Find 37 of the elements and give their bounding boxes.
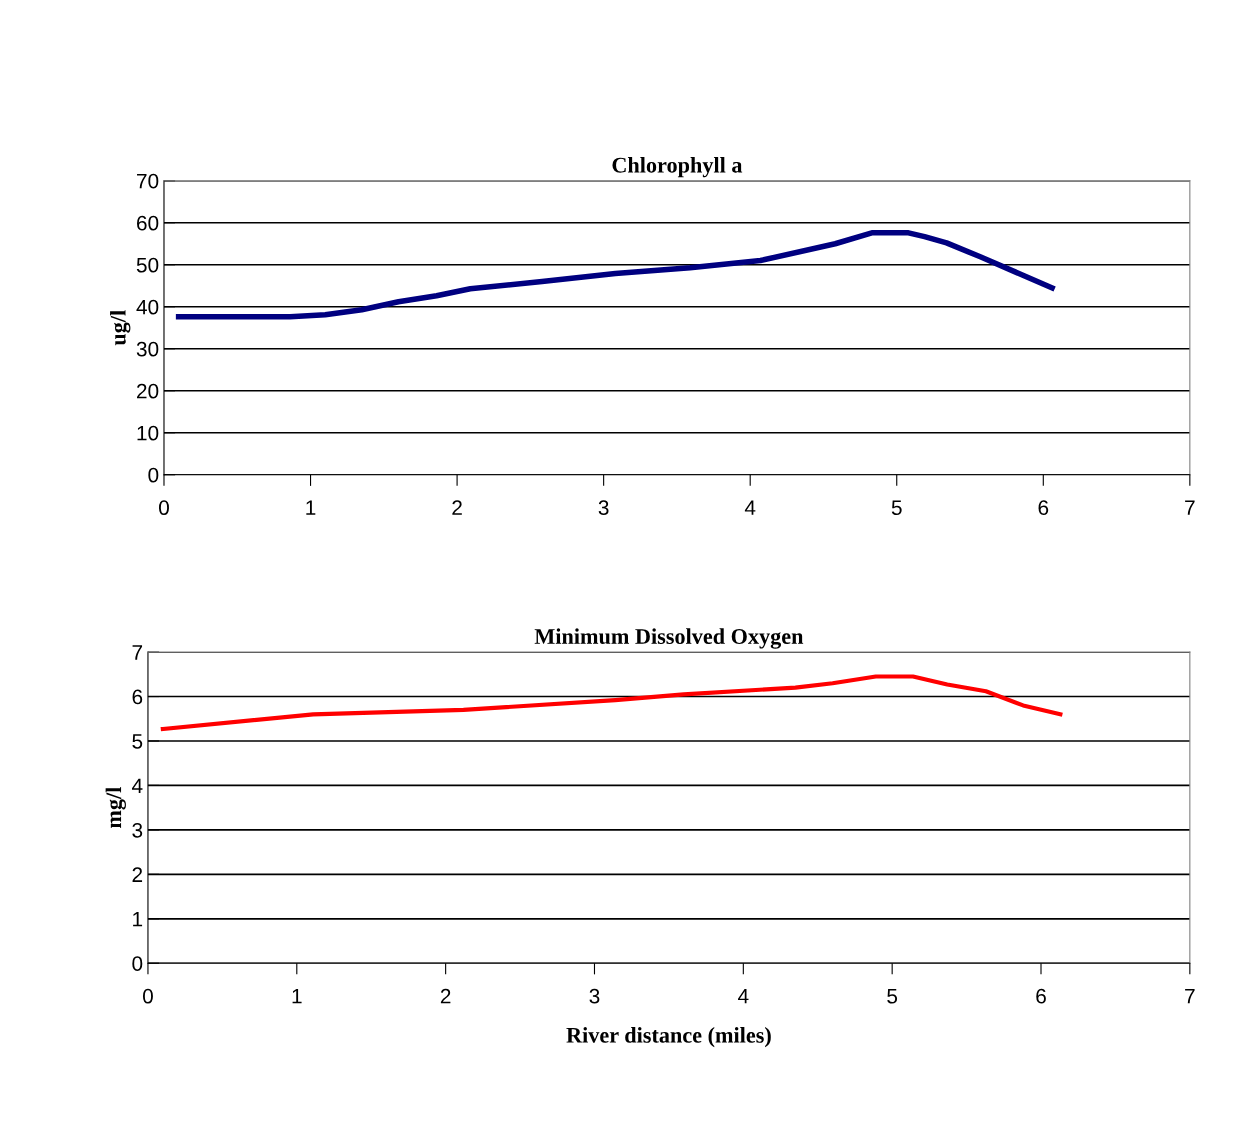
line-series [160, 674, 1063, 732]
x-tick-label: 3 [598, 500, 609, 516]
x-tick-label: 4 [738, 989, 749, 1004]
y-tick-label: 60 [137, 215, 159, 231]
x-tick-label: 7 [1185, 500, 1195, 515]
x-tick-label: 7 [1185, 989, 1195, 1004]
x-axis-title: River distance (miles) [566, 1027, 771, 1048]
x-tick-label: 3 [589, 988, 600, 1004]
y-tick-label: 70 [137, 173, 159, 189]
x-tick-label: 5 [891, 500, 902, 516]
y-tick-label: 4 [131, 778, 143, 793]
y-axis-title: mg/l [105, 787, 126, 829]
y-tick-label: 1 [133, 912, 143, 927]
x-tick-label: 1 [306, 500, 316, 515]
y-tick-label: 50 [136, 257, 159, 273]
y-tick-label: 3 [132, 822, 143, 838]
y-tick-label: 0 [132, 956, 143, 971]
y-tick-label: 0 [148, 467, 159, 483]
x-tick-label: 0 [159, 500, 169, 516]
x-tick-label: 5 [887, 989, 898, 1004]
x-tick-label: 2 [452, 500, 462, 515]
x-tick-label: 1 [292, 989, 302, 1004]
x-tick-label: 6 [1036, 988, 1046, 1004]
y-tick-label: 6 [132, 689, 143, 705]
x-tick-label: 6 [1038, 500, 1049, 516]
y-tick-label: 2 [132, 867, 143, 882]
y-tick-label: 5 [132, 734, 143, 749]
x-tick-label: 4 [744, 500, 756, 515]
y-tick-label: 7 [132, 645, 143, 660]
x-tick-label: 2 [440, 988, 451, 1004]
y-axis-title: ug/l [110, 310, 131, 346]
y-tick-label: 10 [137, 425, 159, 441]
y-tick-label: 40 [136, 299, 159, 315]
y-tick-label: 20 [137, 383, 159, 399]
chart-title: Minimum Dissolved Oxygen [534, 628, 804, 649]
chart-title: Chlorophyll a [612, 157, 743, 178]
y-tick-label: 30 [136, 341, 159, 357]
